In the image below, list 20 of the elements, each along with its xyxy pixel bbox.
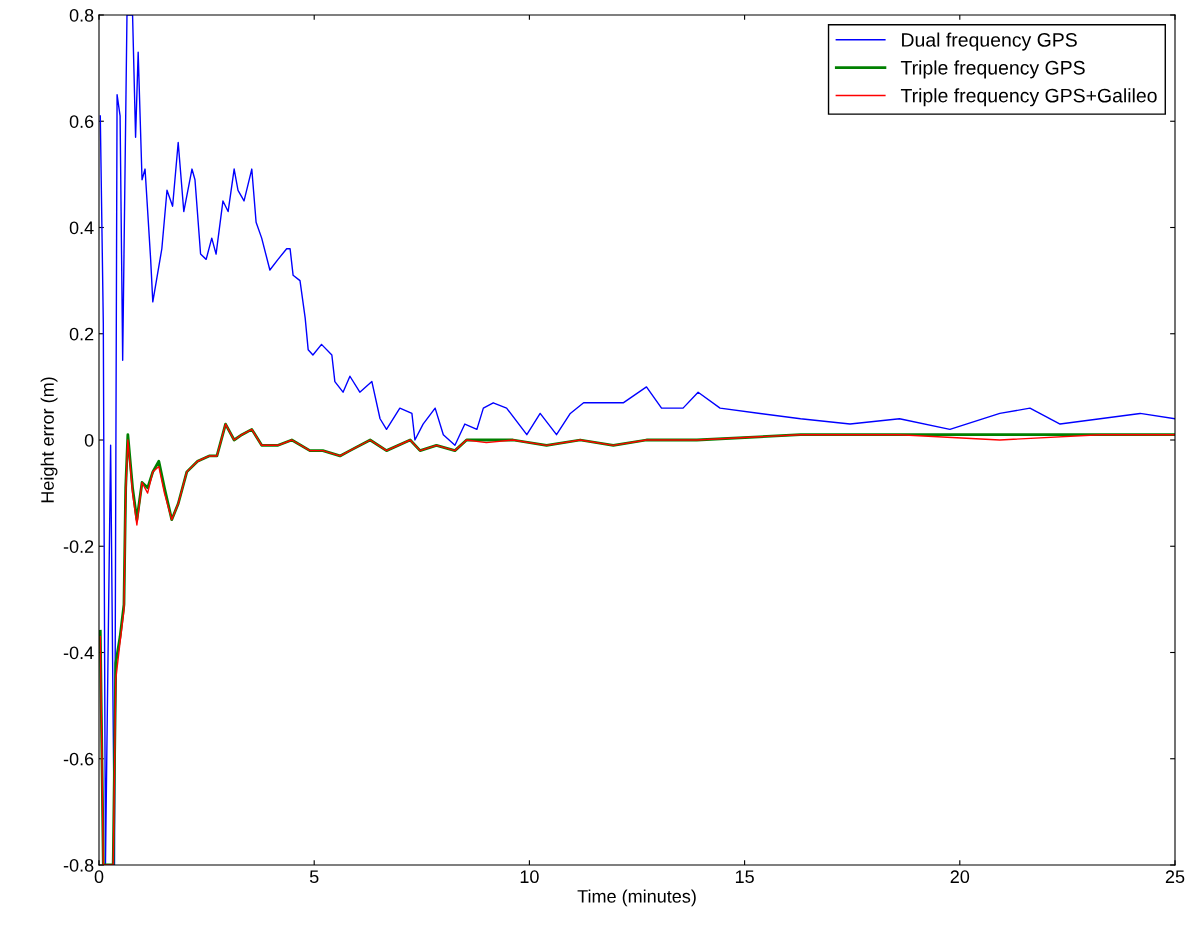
x-tick-label: 10	[520, 870, 539, 884]
y-tick-label: 0.6	[69, 115, 94, 128]
x-tick-label: 5	[309, 870, 319, 884]
x-tick-label: 15	[735, 870, 754, 884]
y-tick-label: -0.2	[63, 540, 94, 553]
x-tick-label: 25	[1165, 870, 1185, 884]
y-tick-label: 0.8	[69, 8, 94, 22]
x-axis-title: Time (minutes)	[577, 889, 696, 907]
y-tick-label: -0.6	[63, 752, 94, 766]
legend-label: Triple frequency GPS	[900, 60, 1085, 79]
y-axis-title: Height error (m)	[40, 377, 58, 503]
y-tick-label: -0.4	[63, 646, 94, 660]
x-tick-label: 20	[950, 870, 970, 884]
y-tick-label: 0.2	[69, 327, 94, 341]
y-tick-label: 0	[84, 433, 94, 447]
y-tick-label: 0.4	[69, 221, 94, 235]
legend-label: Dual frequency GPS	[902, 32, 1077, 51]
x-tick-label: 0	[94, 870, 104, 884]
legend-label: Triple frequency GPS+Galileo	[900, 88, 1157, 107]
y-tick-label: -0.8	[63, 858, 94, 872]
